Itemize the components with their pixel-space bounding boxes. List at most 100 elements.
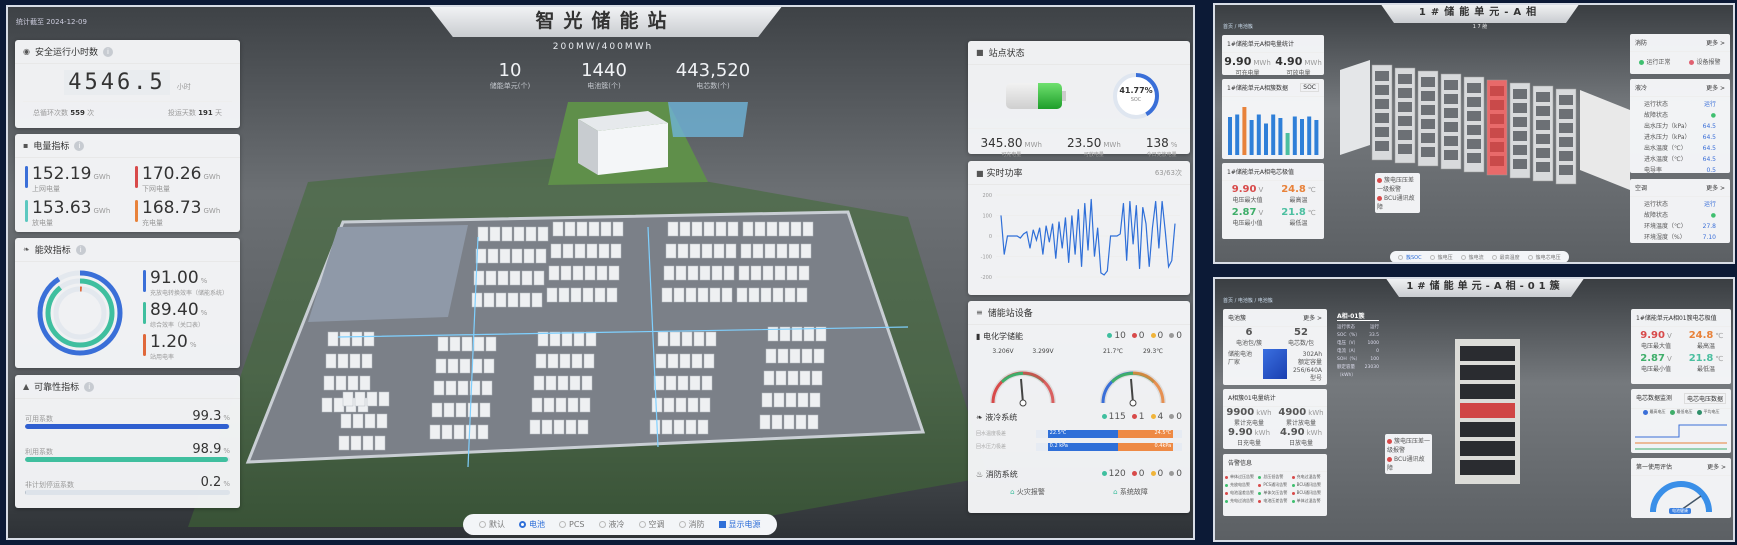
efficiency-ring-chart — [37, 270, 123, 356]
battery-container — [561, 331, 573, 347]
page-title: 智光储能站 — [535, 10, 676, 32]
battery-container — [752, 243, 764, 259]
power-point — [1113, 235, 1115, 237]
fire-row[interactable]: ♨ 消防系统 120 0 0 0 — [976, 469, 1182, 479]
battery-container — [545, 375, 557, 391]
battery-container — [742, 221, 754, 237]
layer-option[interactable]: PCS — [559, 520, 585, 529]
battery-container — [657, 331, 669, 347]
battery-container — [783, 414, 795, 430]
battery-container — [736, 287, 748, 303]
unit-tab[interactable]: 最高温度 — [1491, 254, 1520, 261]
battery-container — [763, 370, 775, 386]
power-line — [337, 226, 909, 468]
battery-container — [777, 348, 789, 364]
battery-container — [552, 221, 564, 237]
power-point — [1045, 225, 1047, 227]
battery-container — [471, 292, 483, 308]
battery-container — [437, 336, 449, 352]
info-icon[interactable]: i — [84, 381, 95, 392]
panel-title: 安全运行小时数 — [34, 48, 98, 58]
unit-tab[interactable]: 簇电芯电压 — [1527, 254, 1561, 261]
layer-option[interactable]: 默认 — [479, 519, 505, 530]
battery-container — [531, 397, 543, 413]
layer-option[interactable]: 空调 — [638, 519, 665, 530]
metric-select[interactable]: SOC — [1300, 83, 1319, 92]
fire-alarm-button[interactable]: ⌂ 火灾报警 — [1010, 488, 1045, 496]
layer-option[interactable]: 液冷 — [598, 519, 625, 530]
reliability-metric: 非计划停运系数 0.2% — [25, 471, 230, 495]
battery-container-3d[interactable] — [1330, 50, 1650, 210]
station-status-panel: ■ 站点状态 41.77% SOC 345.80 MWh 可充电量 23.50 MWh 可放… — [968, 41, 1190, 158]
breadcrumb[interactable]: 首页 / 电池簇 — [1223, 24, 1253, 30]
battery-container — [766, 221, 778, 237]
power-point — [1100, 272, 1102, 274]
breadcrumb[interactable]: 首页 / 电池簇 / 电池簇 — [1223, 298, 1273, 304]
cooling-row[interactable]: ❧ 液冷系统 115 1 4 0 — [976, 412, 1182, 422]
layer-option[interactable]: 消防 — [678, 519, 705, 530]
battery-container — [775, 370, 787, 386]
unit-subtitle: 1 7 舱 — [1472, 24, 1488, 30]
list-icon: ≡ — [976, 308, 983, 317]
unit-tab[interactable]: 簇SOC — [1398, 254, 1422, 261]
battery-container — [483, 292, 495, 308]
battery-container — [546, 287, 558, 303]
battery-container — [567, 397, 579, 413]
battery-container — [537, 226, 549, 242]
battery-container — [585, 331, 597, 347]
power-point — [1171, 260, 1173, 261]
battery-container — [693, 331, 705, 347]
status-count: 10 — [1107, 331, 1126, 341]
cluster-stat: 9.90 kWh 日充电量 — [1227, 427, 1271, 447]
battery-container — [764, 243, 776, 259]
power-point — [1090, 198, 1092, 200]
power-point — [1087, 250, 1089, 251]
battery-container — [600, 221, 612, 237]
battery-rack-3d[interactable] — [1450, 334, 1530, 494]
battery-container — [608, 265, 620, 281]
bess-row[interactable]: ▮ 电化学储能 10 0 0 0 — [976, 331, 1182, 341]
battery-container — [445, 380, 457, 396]
station-metric: 138% 今日充放电量 — [1145, 136, 1178, 158]
extreme-metric: 24.8 ℃ 最高温 — [1281, 184, 1316, 204]
unit-tab[interactable]: 簇电压 — [1429, 254, 1453, 261]
battery-container — [796, 287, 808, 303]
realtime-power-chart[interactable]: 200 100 0 -100 -200 — [968, 187, 1190, 293]
battery-container — [667, 353, 679, 369]
battery-container — [350, 435, 362, 451]
battery-container — [577, 419, 589, 435]
efficiency-ring-arc — [53, 286, 107, 340]
efficiency-ring-arc — [45, 278, 115, 348]
battery-container — [795, 414, 807, 430]
battery-container — [800, 243, 812, 259]
layer-option[interactable]: 电池 — [519, 519, 545, 530]
power-point — [1016, 235, 1018, 237]
unit-tab[interactable]: 簇电流 — [1460, 254, 1484, 261]
alarm-item: 电池压差告警 — [1258, 498, 1291, 504]
cooling-panel: 液冷 更多 > 运行状态 运行 故障状态 ● 出水压力（kPa） 64.5 进水压力（kPa）… — [1630, 79, 1730, 174]
info-icon[interactable]: i — [74, 140, 85, 151]
battery-container — [738, 265, 750, 281]
show-power-checkbox[interactable]: 显示电源 — [718, 519, 761, 530]
reliability-metric: 利用系数 98.9% — [25, 438, 230, 462]
more-link[interactable]: 更多 > — [1706, 40, 1725, 47]
extreme-metric: 21.8 ℃ 最低温 — [1281, 207, 1316, 227]
system-fault-button[interactable]: ⌂ 系统故障 — [1113, 488, 1148, 496]
power-point — [1119, 233, 1121, 235]
battery-pack — [1460, 346, 1515, 361]
kv-row: 运行状态 运行 — [1644, 201, 1716, 208]
battery-container — [339, 331, 351, 347]
battery-container — [815, 326, 827, 342]
cluster-extremes-panel: 1#储能单元A相01簇电芯极值 9.90 V 电压最大值 24.8 ℃ 最高温 2.87 V 电… — [1631, 309, 1731, 384]
battery-container — [473, 336, 485, 352]
cluster-cells-panel: 电池簇 更多 > 6 电池包/簇 52 电芯数/包 储能电池 厂家 302Ah 额定容量 25… — [1223, 309, 1327, 385]
battery-container — [465, 424, 477, 440]
battery-container — [679, 221, 691, 237]
battery-container — [762, 265, 774, 281]
info-icon[interactable]: i — [75, 244, 86, 255]
battery-container — [598, 243, 610, 259]
battery-container — [569, 375, 581, 391]
station-3d-scene[interactable] — [8, 7, 1195, 540]
info-icon[interactable]: i — [103, 46, 113, 57]
trend-select[interactable]: 电芯电压数据 — [1683, 393, 1726, 404]
